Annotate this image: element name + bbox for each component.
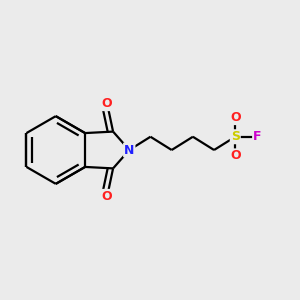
Text: O: O: [230, 111, 241, 124]
Text: S: S: [231, 130, 240, 143]
Text: O: O: [230, 149, 241, 162]
Text: F: F: [253, 130, 262, 143]
Text: N: N: [124, 143, 134, 157]
Text: O: O: [102, 97, 112, 110]
Text: O: O: [102, 190, 112, 203]
